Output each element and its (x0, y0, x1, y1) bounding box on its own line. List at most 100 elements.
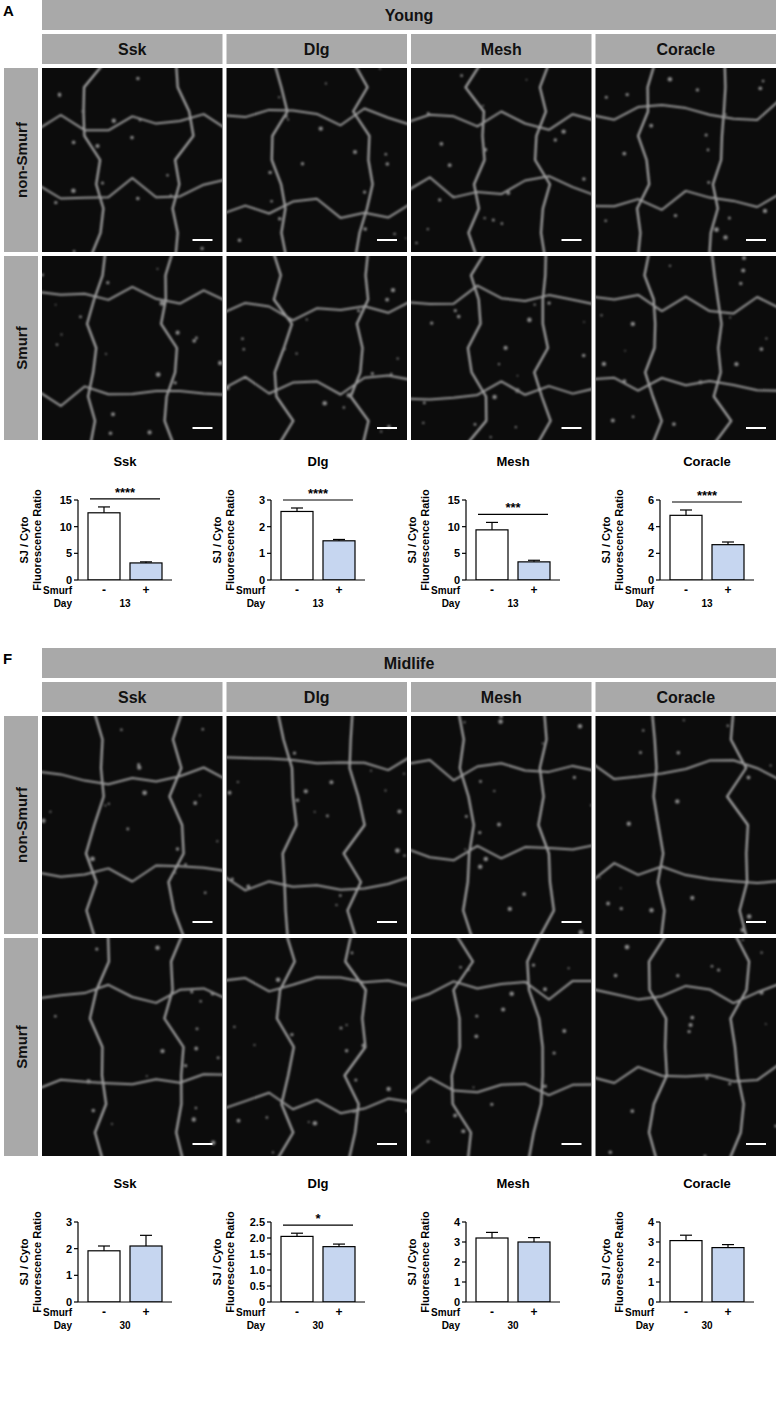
group-label: Day (247, 598, 266, 609)
vesicle (473, 1086, 475, 1088)
vesicle (762, 80, 765, 83)
x-tick-label: - (102, 1305, 106, 1319)
y-axis-label: Fluorescence Ratio (419, 1211, 431, 1313)
vesicle (690, 1016, 694, 1020)
cell-boundary (709, 68, 725, 252)
chart-title: Mesh (496, 1176, 529, 1191)
scale-bar (746, 921, 766, 923)
vesicle (522, 892, 526, 896)
y-tick-label: 2.0 (250, 1232, 265, 1244)
vesicle (176, 847, 179, 850)
cell-boundary (596, 1063, 776, 1083)
vesicle (687, 1030, 690, 1033)
y-axis-label: SJ / Cyto (18, 1238, 30, 1285)
vesicle (346, 1024, 348, 1026)
cell-boundary (458, 716, 473, 934)
scale-bar (746, 1143, 766, 1145)
error-cap (722, 541, 734, 542)
vesicle (674, 214, 677, 217)
vesicle (142, 790, 147, 795)
cell-boundary (712, 256, 732, 440)
row-title: Smurf (13, 1024, 30, 1068)
vesicle (86, 1079, 91, 1084)
error-bar (103, 1246, 104, 1251)
bar (670, 515, 702, 580)
micrograph (42, 938, 223, 1156)
vesicle (727, 725, 729, 727)
vesicle (705, 134, 708, 137)
vesicle (625, 945, 630, 950)
y-tick-label: 1 (648, 1276, 654, 1288)
vesicle (195, 1107, 197, 1109)
bars (281, 1233, 355, 1302)
vesicle (92, 1109, 96, 1113)
group-value: 13 (701, 598, 713, 609)
vesicle (201, 247, 204, 250)
vesicle (532, 963, 535, 966)
y-tick-label: 15 (448, 494, 460, 506)
vesicle (631, 322, 635, 326)
vesicle (554, 138, 557, 141)
vesicle (95, 144, 99, 148)
vesicle (478, 864, 483, 869)
x-tick-label: - (490, 583, 494, 597)
x-axis-label: Smurf (236, 585, 266, 596)
vesicle (194, 1047, 198, 1051)
vesicle (515, 388, 520, 393)
scale-bar (746, 239, 766, 241)
column-header (596, 682, 776, 712)
y-tick-label: 1 (259, 547, 265, 559)
vesicle (714, 227, 719, 232)
cell-boundary (42, 386, 223, 406)
vesicle (296, 353, 298, 355)
micrograph (596, 68, 776, 252)
cell-boundary (161, 256, 177, 440)
cell-boundary (727, 716, 748, 934)
vesicle (329, 780, 333, 784)
error-cap (291, 507, 303, 508)
vesicle (501, 1007, 505, 1011)
vesicle (362, 1044, 366, 1048)
vesicle (157, 268, 159, 270)
x-tick-label: - (684, 1305, 688, 1319)
vesicle (484, 217, 486, 219)
y-axis-label: Fluorescence Ratio (613, 489, 625, 591)
cell-boundary (452, 938, 473, 1156)
vesicle (501, 222, 504, 225)
y-tick-label: 2 (648, 1256, 654, 1268)
vesicle (747, 776, 751, 780)
vesicle (351, 952, 354, 955)
cell-boundary (84, 68, 105, 252)
vesicle (676, 974, 679, 977)
vesicle (246, 885, 250, 889)
y-tick-label: 4 (648, 1216, 655, 1228)
vesicle (304, 789, 308, 793)
vesicle (427, 228, 429, 230)
vesicle (672, 422, 676, 426)
vesicle (468, 969, 470, 971)
y-axis-label: Fluorescence Ratio (224, 1211, 236, 1313)
vesicle (335, 904, 337, 906)
micrograph (42, 256, 223, 440)
micrograph-texture (42, 716, 223, 934)
vesicle (170, 194, 172, 196)
x-axis-label: Smurf (625, 1307, 655, 1318)
cell-boundary (42, 287, 223, 304)
column-header (42, 682, 223, 712)
vesicle (352, 1110, 356, 1114)
row-header (4, 68, 38, 252)
bars (476, 522, 550, 580)
vesicle (698, 380, 702, 384)
x-axis (78, 1301, 172, 1302)
vesicle (326, 815, 329, 818)
vesicle (614, 974, 618, 978)
cell-boundary (90, 938, 109, 1156)
y-tick-label: 6 (648, 494, 654, 506)
y-tick-label: 15 (60, 494, 72, 506)
vesicle (231, 878, 234, 881)
vesicle (707, 181, 710, 184)
vesicle (599, 877, 601, 879)
vesicle (192, 339, 196, 343)
vesicle (105, 805, 107, 807)
panel-label: A (3, 2, 14, 19)
